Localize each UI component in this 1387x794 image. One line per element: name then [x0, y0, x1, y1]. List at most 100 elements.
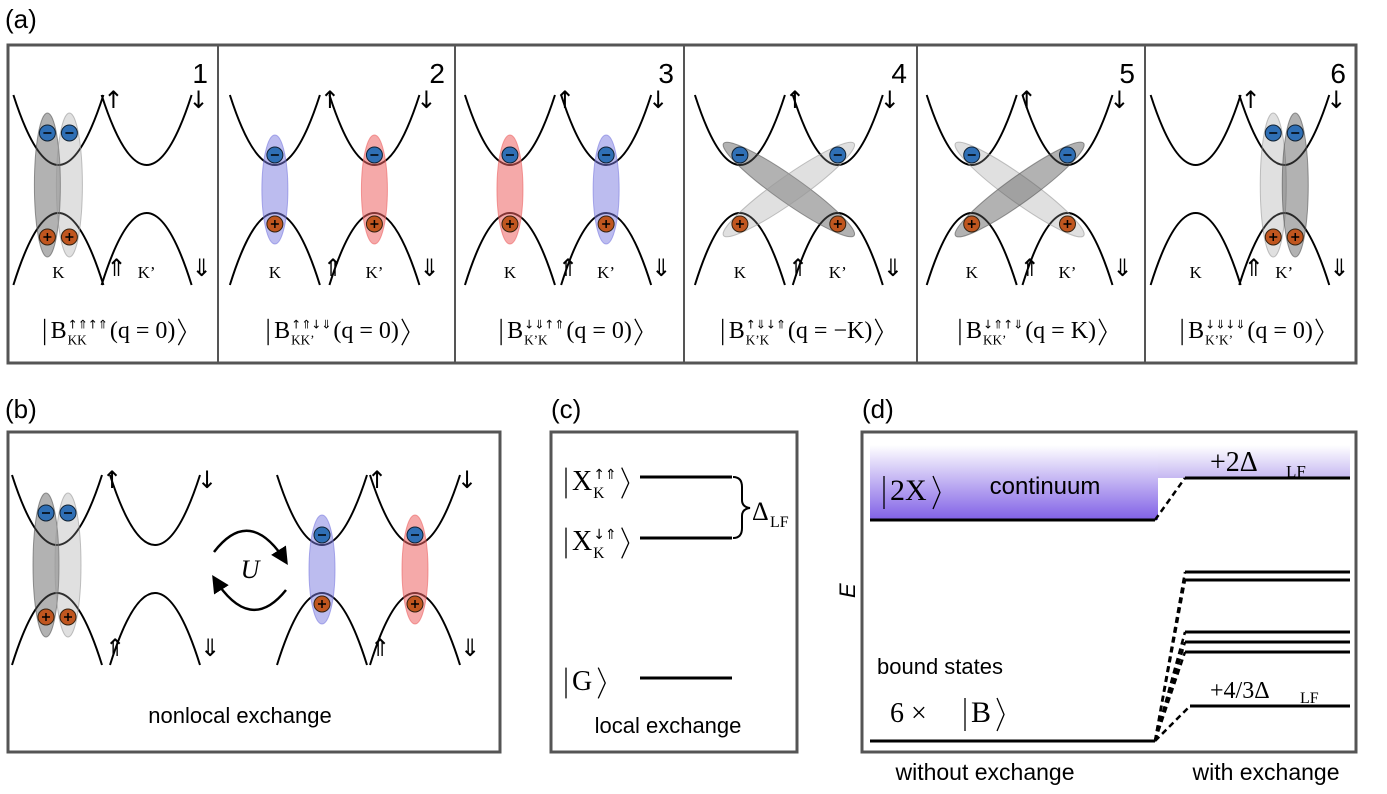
caption: nonlocal exchange [148, 703, 331, 728]
valley-label: K’ [1275, 263, 1293, 282]
ket-bracket [875, 319, 882, 345]
conduction-band [110, 475, 200, 545]
ket: B↑⇑↑⇑ KK (q = 0) [45, 317, 186, 347]
x-label: with exchange [1191, 759, 1339, 785]
spin-arrow: ↑ [102, 466, 122, 494]
ket: B↓⇓↑⇑K’K(q = 0) [501, 317, 642, 347]
ket-symbol: B [971, 696, 991, 729]
ket-sup: ↑⇑↓⇓ [291, 317, 331, 331]
spin-arrow: ⇑ [370, 634, 390, 662]
spin-arrow: ↓ [1109, 86, 1129, 114]
conduction-band [1151, 95, 1241, 165]
ket-sub: K’K [746, 333, 770, 348]
panel-label: (d) [862, 394, 894, 424]
spin-arrow: ⇓ [1329, 254, 1349, 282]
spin-arrow: ⇓ [460, 634, 480, 662]
spin-arrow: ↓ [189, 86, 209, 114]
spin-arrow: ⇑ [788, 254, 808, 282]
spin-arrow: ↓ [457, 466, 477, 494]
ket: G [566, 666, 605, 698]
spin-arrow: ⇑ [1020, 254, 1040, 282]
figure: (a)(b)(c)(d)↑↓⇑⇓1KK’B↑⇑↑⇑KK(q = 0)↑↓⇑⇓2K… [0, 0, 1387, 794]
valley-label: K [504, 263, 517, 282]
ket-sub: KK’ [291, 333, 314, 348]
shift-line [1155, 478, 1185, 520]
spin-arrow: ⇑ [558, 254, 578, 282]
ket: B↑⇑↓⇓ KK’ (q = 0) [268, 317, 409, 347]
spin-arrow: ⇓ [1112, 254, 1132, 282]
valley-label: K’ [138, 263, 156, 282]
spin-arrow: ↑ [1017, 86, 1037, 114]
ket-bracket [635, 319, 642, 345]
cell-number: 4 [891, 58, 907, 89]
spin-arrow: ⇑ [323, 254, 343, 282]
spin-arrow: ⇓ [200, 634, 220, 662]
panel-label: (c) [551, 394, 581, 424]
ket-symbol: X [572, 466, 592, 497]
ket-bracket [622, 468, 629, 499]
ket-bracket [622, 528, 629, 559]
brace [733, 477, 750, 538]
ket-sup: ↓⇓↑⇑ [524, 317, 564, 331]
ket: B↓⇑↑⇓ KK’ (q = K) [960, 317, 1106, 347]
spin-arrow: ↑ [785, 86, 805, 114]
spin-arrow: ↓ [648, 86, 668, 114]
ket-sup: ↑⇓↓⇑ [746, 317, 786, 331]
ket: X↓⇑K [566, 526, 629, 562]
ket-symbol: B [966, 318, 982, 344]
axis-label: E [835, 583, 860, 598]
cell-number: 1 [192, 58, 208, 89]
ket-arg: (q = K) [1025, 318, 1096, 344]
cell-number: 3 [658, 58, 674, 89]
multiplicity: 6 × [890, 698, 927, 729]
valley-label: K [1189, 263, 1202, 282]
ket-sup: ↑⇑↑⇑ [68, 317, 108, 331]
ket-bracket [997, 698, 1004, 731]
ket-symbol: 2X [890, 474, 927, 507]
ket-sub: KK [68, 333, 88, 348]
spin-arrow: ⇓ [883, 254, 903, 282]
ket-symbol: X [572, 526, 592, 557]
spin-arrow: ↓ [880, 86, 900, 114]
ket-arg: (q = 0) [1247, 318, 1313, 344]
ket-arg: (q = −K) [788, 318, 872, 344]
valley-label: K’ [597, 263, 615, 282]
valley-label: K’ [1059, 263, 1077, 282]
coupling-label: U [241, 555, 262, 584]
bound-label: bound states [877, 654, 1003, 679]
spin-arrow: ⇑ [1244, 254, 1264, 282]
valley-label: K [269, 263, 282, 282]
ket-symbol: B [274, 318, 290, 344]
ket-sup: ↓⇓↓⇓ [1205, 317, 1245, 331]
spin-arrow: ↑ [367, 466, 387, 494]
valley-label: K [966, 263, 979, 282]
ket-arg: (q = 0) [566, 318, 632, 344]
ket-sup: ↑⇑ [593, 467, 616, 483]
ket-sup: ↓⇑↑⇓ [983, 317, 1023, 331]
ket-bracket [1316, 319, 1323, 345]
ket-symbol: B [51, 318, 67, 344]
ket-symbol: B [729, 318, 745, 344]
shift-label: +2Δ [1210, 447, 1258, 478]
ket-arg: (q = 0) [110, 318, 176, 344]
ket-bracket [598, 668, 605, 699]
x-label: without exchange [894, 759, 1074, 785]
spin-arrow: ⇑ [105, 634, 125, 662]
ket-sub: K’K [524, 333, 548, 348]
content: (a)(b)(c)(d)↑↓⇑⇓1KK’B↑⇑↑⇑KK(q = 0)↑↓⇑⇓2K… [5, 4, 1350, 785]
spin-arrow: ↑ [103, 86, 123, 114]
ket-bracket [402, 319, 409, 345]
ket-symbol: B [1188, 318, 1204, 344]
shift-label: +4/3Δ [1210, 678, 1270, 704]
spin-arrow: ↑ [555, 86, 575, 114]
spin-arrow: ↑ [1241, 86, 1261, 114]
ket-sub: K [593, 545, 604, 562]
ket-sub: KK’ [983, 333, 1006, 348]
panel-a-frame [8, 45, 1356, 363]
caption: local exchange [595, 713, 742, 738]
ket: B↓⇓↓⇓K’K’(q = 0) [1182, 317, 1323, 347]
ket: B [965, 696, 1004, 731]
spin-arrow: ↓ [197, 466, 217, 494]
valley-label: K [52, 263, 65, 282]
ket-arg: (q = 0) [333, 318, 399, 344]
